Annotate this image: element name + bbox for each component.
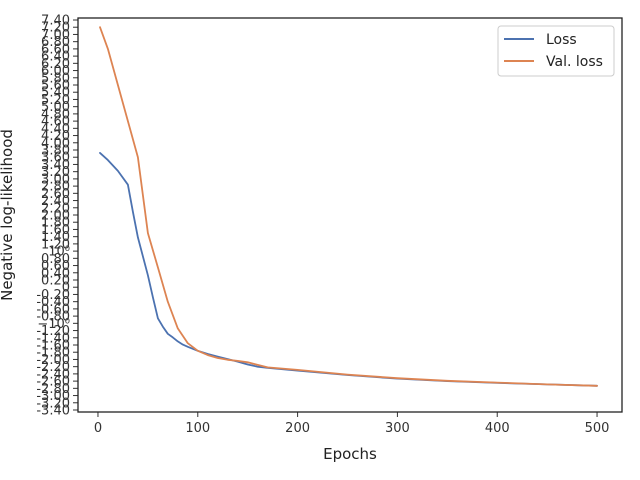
y-tick-label: 4.00 (41, 136, 70, 151)
y-tick-label: 4.40 (41, 122, 70, 137)
y-tick-label: 7.20 (41, 21, 70, 36)
y-tick-label: -2.40 (36, 367, 70, 382)
y-tick-label: 4.60 (41, 115, 70, 130)
x-axis-ticks: 0 100 200 300 400 500 (94, 412, 610, 436)
y-tick-label: 5.60 (41, 79, 70, 94)
y-tick-label: 6.80 (41, 35, 70, 50)
y-tick-label: -2.00 (36, 353, 70, 368)
y-tick-label: 2.80 (41, 180, 70, 195)
y-tick-label: -0.20 (36, 288, 70, 303)
y-tick-label: -2.20 (36, 360, 70, 375)
y-tick-label: -1.80 (36, 346, 70, 361)
legend-label-loss: Loss (546, 32, 577, 48)
y-tick-label: 0.20 (41, 274, 70, 289)
y-tick-label: -0.80 (36, 310, 70, 325)
x-tick-label: 300 (385, 421, 410, 436)
y-axis-ticks: 7.407.207.006.806.606.406.206.005.805.60… (36, 14, 78, 419)
y-tick-label: 5.80 (41, 71, 70, 86)
y-tick-label: 0.80 (41, 252, 70, 267)
y-tick-label: -3.40 (36, 404, 70, 419)
y-tick-label: 1.80 (41, 216, 70, 231)
x-axis-label: Epochs (323, 445, 377, 463)
y-tick-label: -2.60 (36, 375, 70, 390)
y-tick-label: 3.60 (41, 151, 70, 166)
y-tick-label: -0.40 (36, 295, 70, 310)
x-tick-label: 400 (485, 421, 510, 436)
y-tick-label: -0.60 (36, 302, 70, 317)
y-tick-label: 3.00 (41, 172, 70, 187)
y-tick-label: 2.00 (41, 209, 70, 224)
y-tick-label: -1.40 (36, 331, 70, 346)
y-tick-label: -1.20 (36, 324, 70, 339)
y-tick-label: -2.80 (36, 382, 70, 397)
series-layer (99, 26, 598, 387)
y-tick-label: -1.60 (36, 339, 70, 354)
y-tick-label: 5.20 (41, 93, 70, 108)
y-tick-label: 4.20 (41, 129, 70, 144)
y-tick-label: 2.60 (41, 187, 70, 202)
y-tick-label: -3.00 (36, 389, 70, 404)
axes-frame (77, 17, 623, 413)
y-tick-label: 0.40 (41, 266, 70, 281)
y-tick-label: 1.60 (41, 223, 70, 238)
y-tick-label: 3.20 (41, 165, 70, 180)
y-tick-label: 0.60 (41, 259, 70, 274)
y-tick-label: 6.20 (41, 57, 70, 72)
legend-label-val-loss: Val. loss (546, 54, 603, 70)
y-tick-label: 6.60 (41, 42, 70, 57)
x-tick-label: 500 (585, 421, 610, 436)
x-tick-label: 200 (285, 421, 310, 436)
y-tick-label: 7.40 (41, 14, 70, 29)
y-tick-label: -3.20 (36, 396, 70, 411)
y-tick-label: 2.40 (41, 194, 70, 209)
y-axis-label: Negative log-likelihood (0, 129, 16, 301)
y-tick-label: 3.80 (41, 144, 70, 159)
y-tick-label: 6.40 (41, 50, 70, 65)
series-line-val-loss (99, 26, 598, 387)
y-tick-label: 2.20 (41, 201, 70, 216)
y-tick-label: −10⁰ (37, 317, 70, 332)
x-tick-label: 100 (185, 421, 210, 436)
y-tick-label: 1.40 (41, 230, 70, 245)
y-tick-label: 5.00 (41, 100, 70, 115)
y-tick-label: 1.20 (41, 237, 70, 252)
x-tick-label: 0 (94, 421, 102, 436)
y-tick-label: 3.40 (41, 158, 70, 173)
y-tick-label: 0 (62, 281, 70, 296)
y-tick-label: 5.40 (41, 86, 70, 101)
y-tick-label: 4.80 (41, 107, 70, 122)
y-tick-label: 7.00 (41, 28, 70, 43)
y-tick-label: 10⁰ (48, 245, 70, 260)
legend: Loss Val. loss (497, 25, 615, 77)
y-tick-label: 6.00 (41, 64, 70, 79)
